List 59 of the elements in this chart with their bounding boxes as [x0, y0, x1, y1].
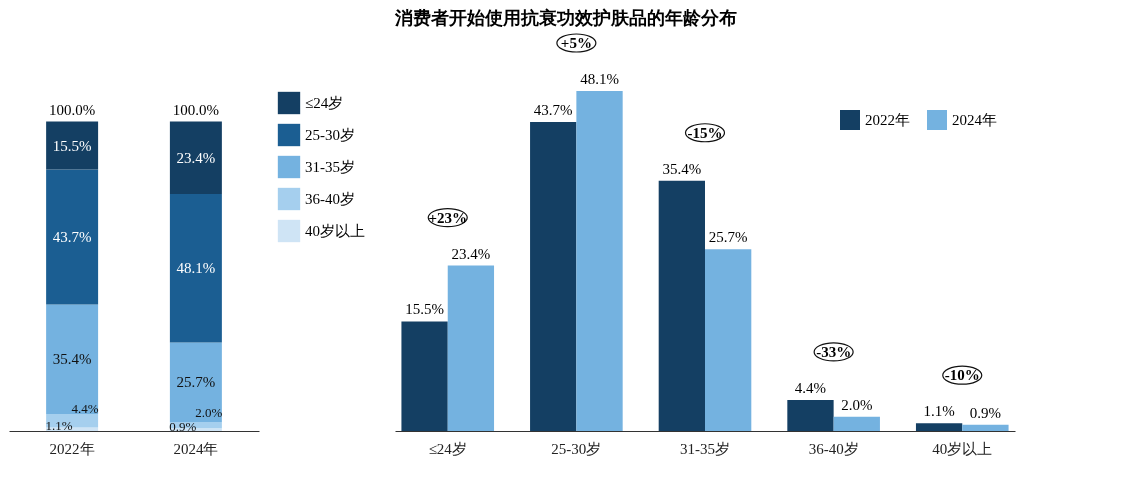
annotation: -10% — [944, 367, 980, 384]
text: +5% — [560, 35, 592, 51]
bar — [787, 399, 834, 431]
annotation: -33% — [816, 343, 852, 360]
data-label: 4.4% — [71, 400, 99, 416]
legend-label: 31-35岁 — [305, 159, 355, 175]
bar — [46, 414, 99, 428]
annotation: -15% — [687, 124, 723, 141]
data-label: 1.1% — [45, 418, 73, 434]
x-tick-label: 31-35岁 — [680, 440, 730, 457]
data-label: 25.7% — [708, 229, 748, 246]
legend-label: 25-30岁 — [305, 127, 355, 143]
bar — [833, 416, 880, 431]
x-tick-label: 40岁以上 — [932, 440, 993, 457]
annotation: +23% — [428, 209, 468, 226]
bar — [46, 169, 99, 305]
data-label: 48.1% — [176, 260, 216, 277]
x-tick-label: 2024年 — [173, 440, 219, 457]
data-label: 15.5% — [52, 137, 92, 154]
bar — [658, 180, 705, 431]
bar — [530, 122, 577, 431]
data-label: 15.5% — [405, 301, 444, 318]
bar — [447, 265, 495, 431]
bar — [46, 121, 99, 170]
bar — [576, 91, 623, 431]
data-label: 4.4% — [794, 379, 827, 396]
data-label: 1.1% — [923, 403, 955, 420]
data-label: 43.7% — [533, 102, 573, 119]
data-label: 25.7% — [176, 374, 216, 391]
legend-label: 2024年 — [952, 112, 997, 128]
data-label: 23.4% — [451, 245, 491, 262]
x-tick-label: ≤24岁 — [428, 440, 467, 457]
bar — [401, 321, 448, 431]
x-tick-label: 25-30岁 — [551, 440, 602, 457]
bar — [169, 121, 222, 194]
bar — [169, 342, 222, 423]
bar — [169, 193, 222, 343]
bar — [705, 249, 752, 431]
data-label: 0.9% — [169, 418, 197, 434]
data-label: 2.0% — [841, 396, 873, 413]
legend-label: ≤24岁 — [305, 95, 344, 111]
data-label: 2.0% — [195, 405, 223, 421]
chart-title: 消费者开始使用抗衰功效护肤品的年龄分布 — [394, 7, 737, 28]
x-tick-label: 36-40岁 — [808, 440, 859, 457]
data-label: 0.9% — [969, 404, 1002, 421]
total-label: 100.0% — [172, 101, 220, 118]
x-tick-label: 2022年 — [49, 440, 95, 457]
legend-label: 2022年 — [865, 112, 910, 128]
data-label: 48.1% — [580, 71, 619, 87]
data-label: 35.4% — [662, 160, 702, 177]
legend-label: 40岁以上 — [305, 223, 365, 239]
bar — [962, 424, 1009, 431]
total-label: 100.0% — [48, 101, 96, 118]
bar — [46, 304, 99, 414]
data-label: 43.7% — [52, 229, 92, 246]
data-label: 23.4% — [176, 149, 216, 166]
bar — [915, 423, 963, 431]
legend-label: 36-40岁 — [305, 191, 355, 207]
data-label: 35.4% — [52, 351, 92, 368]
